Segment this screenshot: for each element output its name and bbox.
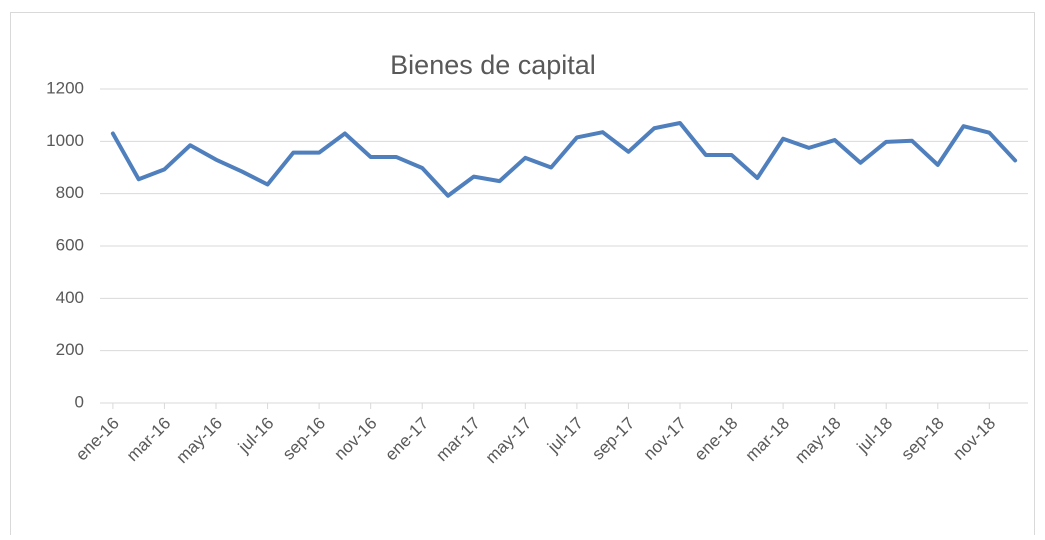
y-tick-label: 200 (56, 340, 84, 359)
y-tick-label: 800 (56, 183, 84, 202)
y-tick-label: 400 (56, 288, 84, 307)
y-tick-label: 1000 (46, 131, 84, 150)
y-tick-label: 1200 (46, 78, 84, 97)
data-line (110, 121, 1018, 198)
chart-frame (10, 12, 1035, 540)
y-tick-label: 0 (75, 392, 84, 411)
chart-title: Bienes de capital (390, 50, 596, 80)
y-tick-label: 600 (56, 235, 84, 254)
